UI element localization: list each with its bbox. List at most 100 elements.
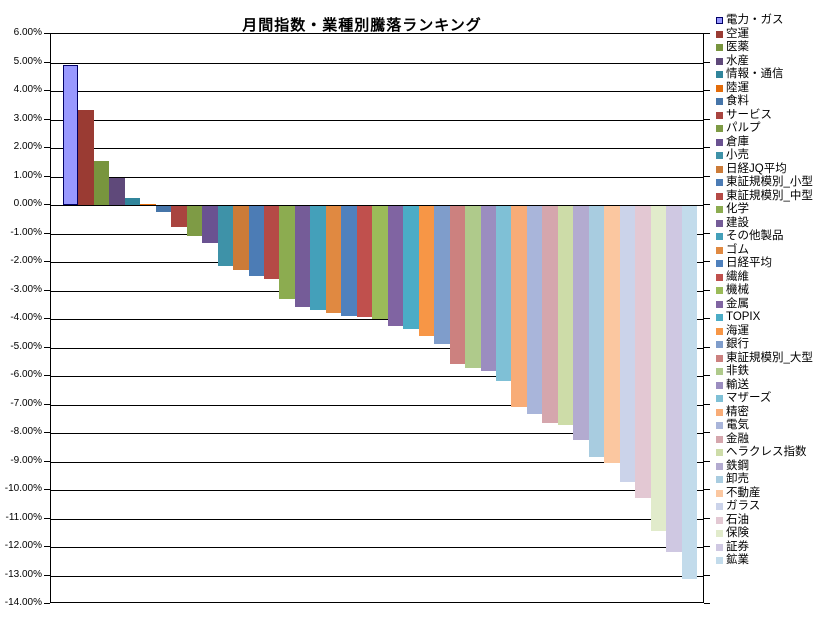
legend-item: パルプ: [716, 122, 826, 136]
legend-item-label: 空運: [726, 27, 749, 40]
bar-輸送: [481, 206, 496, 371]
y-axis-tick: [704, 33, 710, 34]
legend-item-label: 鉱業: [726, 554, 749, 567]
legend-swatch: [716, 557, 723, 565]
legend-item-label: 東証規模別_小型: [726, 176, 813, 189]
legend-item: 非鉄: [716, 365, 826, 379]
gridline: [51, 433, 703, 434]
y-axis-tick: [44, 461, 50, 462]
y-axis-tick-label: -10.00%: [4, 483, 42, 494]
legend-swatch: [716, 341, 723, 349]
legend-item-label: サービス: [726, 108, 772, 121]
y-axis-tick: [44, 489, 50, 490]
gridline: [51, 319, 703, 320]
legend-item-label: 電気: [726, 419, 749, 432]
y-axis-tick: [704, 90, 710, 91]
bar-鉄鋼: [573, 206, 589, 440]
legend-swatch: [716, 449, 723, 457]
bar-倉庫: [202, 206, 218, 243]
gridline: [51, 63, 703, 64]
bar-金融: [542, 206, 558, 423]
plot-area: [50, 33, 704, 603]
gridline: [51, 376, 703, 377]
bar-繊維: [357, 206, 372, 317]
legend-swatch: [716, 233, 723, 241]
bar-空運: [78, 110, 94, 205]
bar-非鉄: [465, 206, 481, 368]
legend-swatch: [716, 327, 723, 335]
y-axis-tick-label: -7.00%: [10, 398, 42, 409]
y-axis-tick: [704, 518, 710, 519]
legend-swatch: [716, 30, 723, 38]
legend-item: ゴム: [716, 244, 826, 258]
y-axis-tick: [44, 603, 50, 604]
legend-item: 金融: [716, 433, 826, 447]
y-axis-tick-label: -2.00%: [10, 255, 42, 266]
y-axis-tick-label: 2.00%: [13, 141, 42, 152]
legend-swatch: [716, 192, 723, 200]
legend-item-label: その他製品: [726, 230, 784, 243]
legend-item: 東証規模別_中型: [716, 190, 826, 204]
y-axis-tick: [44, 204, 50, 205]
gridline: [51, 91, 703, 92]
y-axis-tick: [704, 204, 710, 205]
legend-item: 金属: [716, 298, 826, 312]
gridline: [51, 519, 703, 520]
legend-item: 食料: [716, 95, 826, 109]
legend-swatch: [716, 422, 723, 430]
y-axis-tick-label: -11.00%: [5, 512, 42, 523]
legend-item-label: 保険: [726, 527, 749, 540]
legend-item-label: 倉庫: [726, 135, 749, 148]
bar-ゴム: [326, 206, 341, 313]
y-axis-tick: [44, 119, 50, 120]
legend-swatch: [716, 84, 723, 92]
legend-swatch: [716, 260, 723, 268]
y-axis-tick: [44, 432, 50, 433]
legend-swatch: [716, 408, 723, 416]
y-axis-tick: [44, 261, 50, 262]
gridline: [51, 177, 703, 178]
legend-swatch: [716, 71, 723, 79]
legend-item-label: 繊維: [726, 270, 749, 283]
legend-swatch: [716, 273, 723, 281]
y-axis-tick-label: -6.00%: [10, 369, 42, 380]
legend-item: 輸送: [716, 379, 826, 393]
y-axis-tick: [704, 119, 710, 120]
legend-swatch: [716, 17, 723, 25]
legend-item: 空運: [716, 28, 826, 42]
legend-item: 鉄鋼: [716, 460, 826, 474]
legend-swatch: [716, 206, 723, 214]
bar-日経JQ平均: [233, 206, 249, 270]
y-axis-tick: [704, 489, 710, 490]
y-axis-tick: [704, 176, 710, 177]
legend-swatch: [716, 543, 723, 551]
bar-電力・ガス: [63, 65, 78, 205]
y-axis-tick: [44, 62, 50, 63]
bar-陸運: [140, 204, 156, 205]
y-axis-tick: [44, 90, 50, 91]
bar-保険: [651, 206, 666, 531]
legend-swatch: [716, 125, 723, 133]
bar-ガラス: [620, 206, 635, 482]
legend-item: 機械: [716, 284, 826, 298]
bar-石油: [635, 206, 651, 498]
y-axis-tick: [704, 575, 710, 576]
legend-item-label: 銀行: [726, 338, 749, 351]
y-axis-tick: [704, 62, 710, 63]
gridline: [51, 576, 703, 577]
bar-化学: [279, 206, 295, 299]
y-axis-tick: [704, 603, 710, 604]
legend-swatch: [716, 489, 723, 497]
legend-swatch: [716, 476, 723, 484]
y-axis-tick: [704, 404, 710, 405]
y-axis-tick: [44, 546, 50, 547]
bar-小売: [218, 206, 233, 266]
y-axis-tick: [44, 375, 50, 376]
bar-建設: [295, 206, 310, 307]
y-axis-tick-label: -8.00%: [10, 426, 42, 437]
legend-item: 小売: [716, 149, 826, 163]
y-axis-tick: [44, 404, 50, 405]
legend-swatch: [716, 462, 723, 470]
legend: 電力・ガス 空運 医薬 水産 情報・通信 陸運 食料 サービス パルプ 倉庫 小売 日経JQ平均 東証規…: [716, 14, 826, 568]
gridline: [51, 348, 703, 349]
